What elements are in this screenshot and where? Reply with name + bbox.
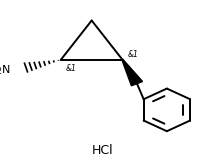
Text: $\mathrm{H_2N}$: $\mathrm{H_2N}$ <box>0 63 11 77</box>
Text: &1: &1 <box>66 64 77 73</box>
Text: HCl: HCl <box>92 144 114 157</box>
Text: &1: &1 <box>128 50 139 59</box>
Polygon shape <box>122 60 143 86</box>
